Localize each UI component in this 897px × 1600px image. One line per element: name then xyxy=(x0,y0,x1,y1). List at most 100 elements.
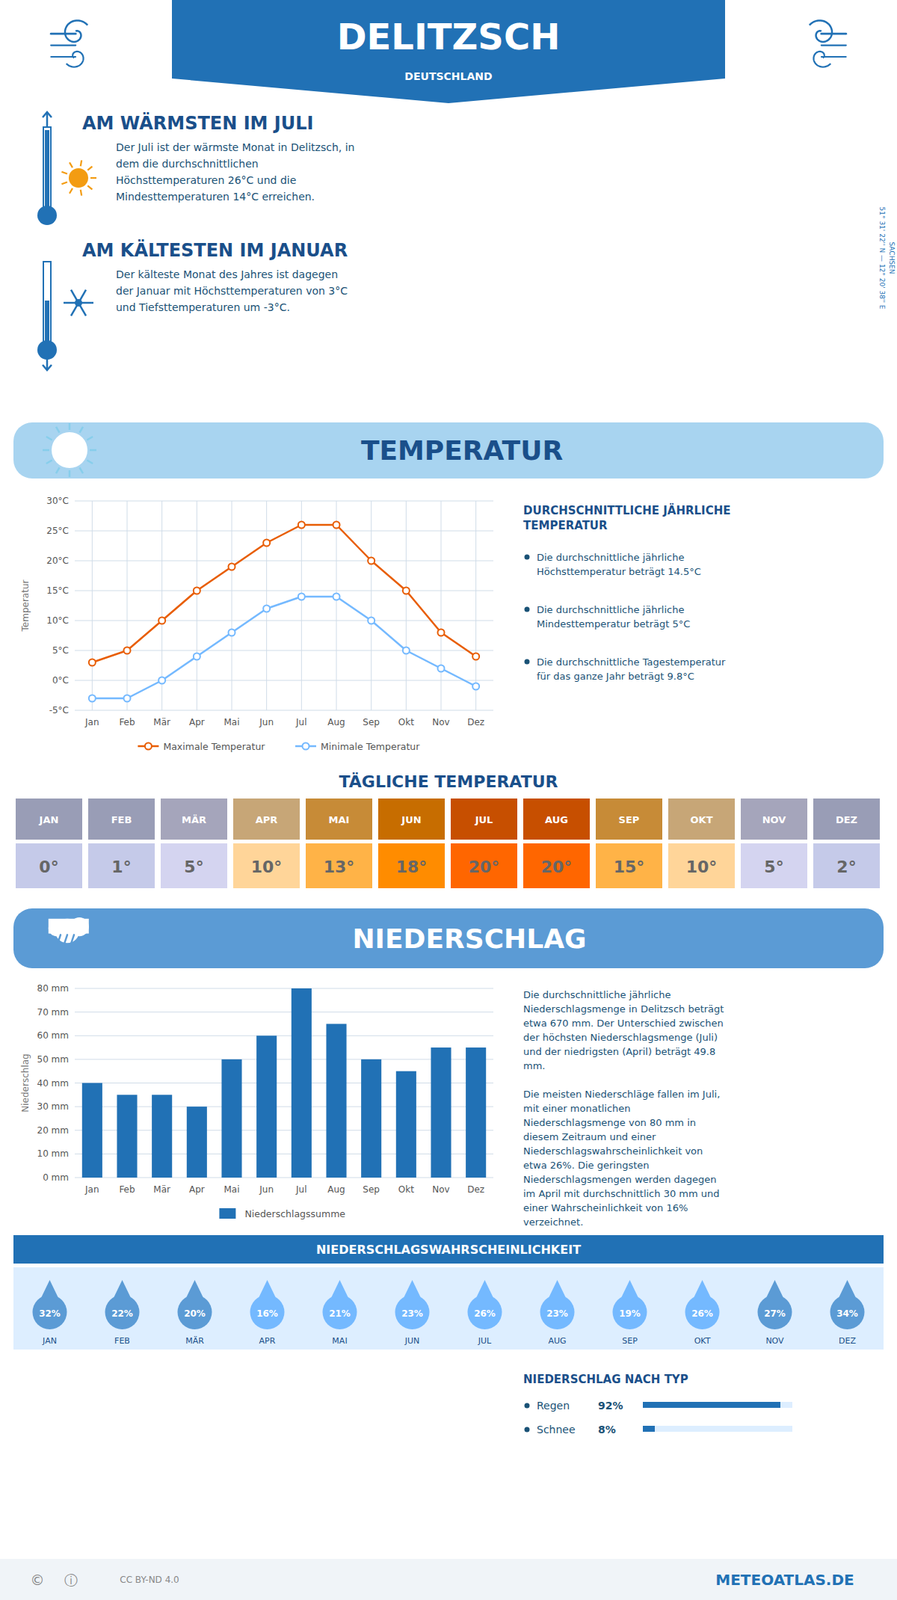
y-axis-label: Niederschlag xyxy=(20,1053,31,1112)
grid-line xyxy=(74,1129,494,1131)
table-header-shade xyxy=(595,798,663,840)
y-tick-label: 0°C xyxy=(52,674,69,686)
table-header-cell xyxy=(668,798,735,840)
point xyxy=(472,653,480,661)
raindrop xyxy=(105,1279,140,1330)
x-tick-label: Aug xyxy=(327,1184,345,1195)
line xyxy=(91,524,476,663)
section-band xyxy=(13,908,884,969)
footer-brand: METEOATLAS.DE xyxy=(715,1570,854,1589)
section-band xyxy=(13,422,884,479)
sun-ray xyxy=(69,162,73,168)
text-line: TEMPERATUR xyxy=(523,518,608,533)
sun-ray xyxy=(80,159,82,166)
bullet xyxy=(524,1403,530,1409)
legend-marker xyxy=(145,743,152,750)
raindrop xyxy=(612,1279,648,1330)
table-header-label: JAN xyxy=(38,814,60,826)
y-tick-label: 20 mm xyxy=(37,1124,69,1136)
raindrop-tip xyxy=(837,1279,859,1302)
text-line: Niederschlagsmengen werden dagegen xyxy=(523,1173,717,1185)
bar xyxy=(642,1401,781,1408)
table-header-cell xyxy=(305,798,373,840)
x-tick-label: Sep xyxy=(362,1184,380,1195)
point xyxy=(263,539,270,547)
raindrop xyxy=(32,1279,68,1330)
coordinates: 51° 31' 22'' N — 12° 20' 38'' E xyxy=(878,207,886,310)
wind-curl xyxy=(65,20,88,42)
text-line: dem die durchschnittlichen xyxy=(115,157,259,170)
region: SACHSEN xyxy=(888,241,896,274)
table-cell xyxy=(595,843,663,889)
table-header-shade xyxy=(813,798,880,840)
data-label: 92% xyxy=(598,1399,624,1412)
list-title: NIEDERSCHLAG NACH TYP xyxy=(523,1372,689,1386)
precip-text: Die durchschnittliche jährlicheNiedersch… xyxy=(523,988,724,1228)
grid-line xyxy=(74,988,494,989)
title-bar xyxy=(13,1234,884,1264)
sun-ray xyxy=(90,177,97,179)
text-line: diesem Zeitraum und einer xyxy=(523,1130,657,1143)
text-line: Niederschlagsmenge von 80 mm in xyxy=(523,1116,696,1128)
bar-track xyxy=(642,1401,793,1408)
table-header-label: MÄR xyxy=(181,814,207,826)
info-text: Der Juli ist der wärmste Monat in Delitz… xyxy=(115,141,355,203)
grid-line xyxy=(74,1011,494,1013)
raindrop xyxy=(322,1279,358,1330)
grid-line xyxy=(74,1082,494,1084)
text-line: der höchsten Niederschlagsmenge (Juli) xyxy=(523,1031,718,1043)
annual-bullet: Die durchschnittliche jährlicheHöchsttem… xyxy=(536,551,702,578)
x-tick-label: Jan xyxy=(84,716,100,728)
wind-ornament xyxy=(809,20,847,67)
raindrop-tip xyxy=(547,1279,569,1302)
arrow-shaft xyxy=(46,112,49,128)
table-header-label: NOV xyxy=(762,814,787,826)
data-label: 23% xyxy=(546,1308,569,1319)
sun-ray xyxy=(42,449,50,452)
table-header-cell xyxy=(233,798,300,840)
grid-line xyxy=(91,500,93,711)
raindrop xyxy=(540,1279,575,1330)
table-header-label: FEB xyxy=(111,814,133,826)
data-label: 13° xyxy=(323,857,356,877)
wind-line xyxy=(821,44,847,46)
x-tick-label: Nov xyxy=(432,1184,450,1195)
table-header-label: AUG xyxy=(544,814,569,826)
x-tick-label: Dez xyxy=(467,1184,485,1195)
data-label: 27% xyxy=(763,1308,786,1319)
page-subtitle: DEUTSCHLAND xyxy=(404,70,492,83)
category-label: OKT xyxy=(694,1335,711,1346)
x-tick-label: Feb xyxy=(118,1184,135,1195)
raindrop-tip xyxy=(619,1279,641,1302)
y-tick-label: -5°C xyxy=(49,704,69,716)
legend-label: Maximale Temperatur xyxy=(162,740,266,752)
category-label: JAN xyxy=(41,1335,57,1346)
grid-line xyxy=(74,1177,494,1179)
sun-ray xyxy=(79,426,84,433)
annual-title: DURCHSCHNITTLICHE JÄHRLICHETEMPERATUR xyxy=(523,503,731,533)
info-text: Der kälteste Monat des Jahres ist dagege… xyxy=(115,268,348,314)
x-tick-label: Okt xyxy=(398,716,415,728)
bullet xyxy=(524,554,530,560)
table-header-shade xyxy=(523,798,590,840)
point xyxy=(402,647,410,655)
table-cell xyxy=(15,843,83,889)
rain-drop xyxy=(57,934,61,943)
data-label: 32% xyxy=(38,1308,61,1319)
data-label: 34% xyxy=(836,1308,859,1319)
table-cell xyxy=(813,843,880,889)
raindrop-tip xyxy=(257,1279,279,1302)
sun-ray xyxy=(56,467,60,474)
point xyxy=(333,593,341,601)
legend: Maximale TemperaturMinimale Temperatur xyxy=(137,740,421,752)
sun-ray xyxy=(86,436,93,441)
data-label: 15° xyxy=(613,857,646,877)
table-header-cell xyxy=(160,798,228,840)
table-header-cell xyxy=(450,798,518,840)
bar xyxy=(256,1035,277,1178)
grid-line xyxy=(74,1153,494,1155)
text-line: für das ganze Jahr beträgt 9.8°C xyxy=(536,670,695,682)
point xyxy=(124,647,131,655)
list-label: Regen xyxy=(536,1399,570,1412)
table-header-cell xyxy=(595,798,663,840)
